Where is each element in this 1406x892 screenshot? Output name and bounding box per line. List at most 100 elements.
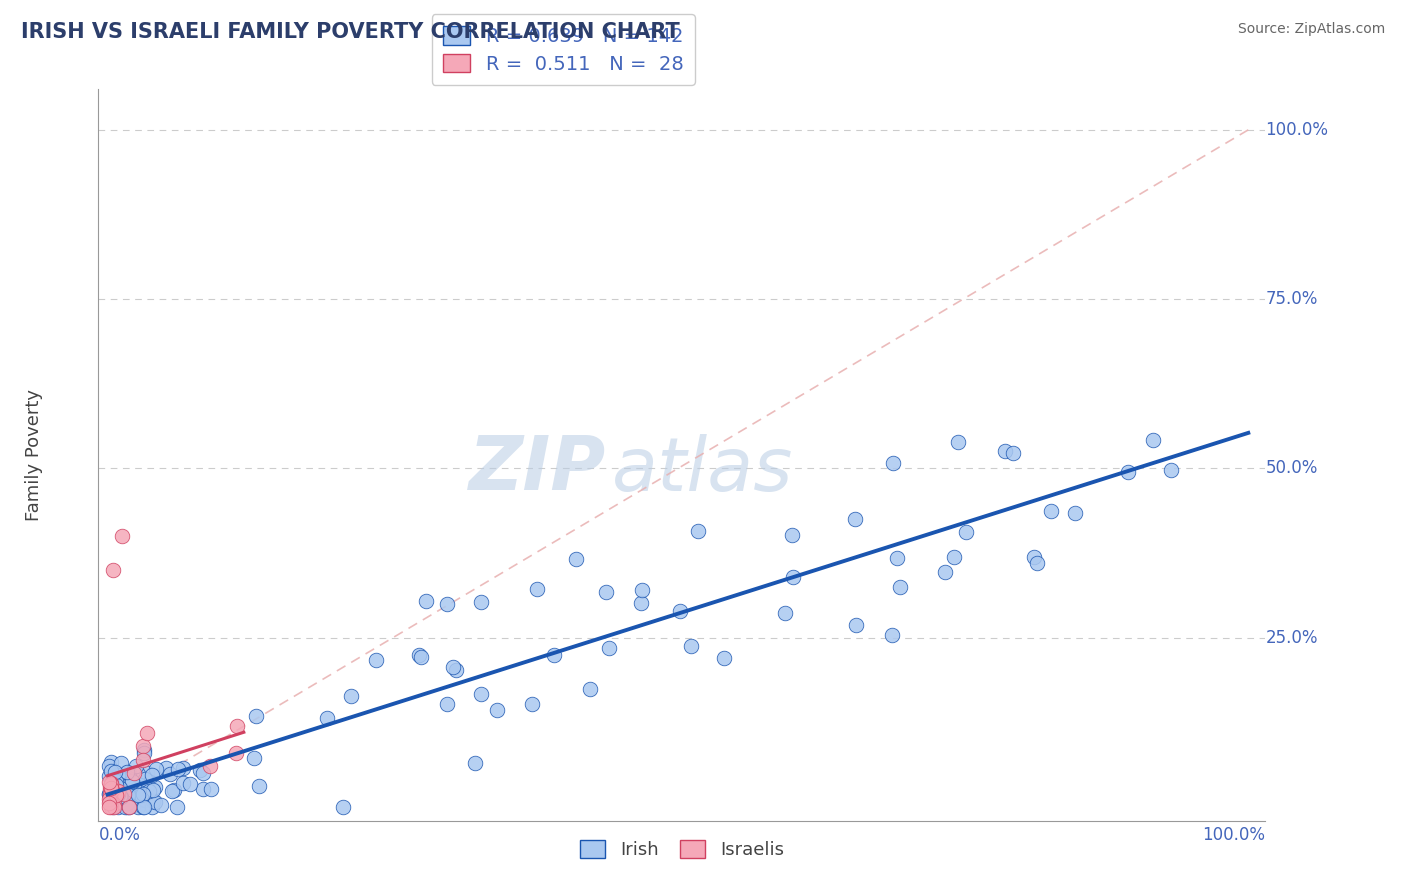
Point <box>1022 549 1045 564</box>
Point <box>889 580 911 594</box>
Point <box>124 780 146 794</box>
Point <box>118 777 141 791</box>
Point <box>132 753 155 767</box>
Point <box>134 792 156 806</box>
Point <box>97 796 120 810</box>
Point <box>668 603 690 617</box>
Point <box>104 778 127 792</box>
Point <box>104 764 127 779</box>
Point <box>150 797 173 812</box>
Point <box>127 777 149 791</box>
Point <box>160 784 183 798</box>
Point <box>100 764 122 778</box>
Text: Family Poverty: Family Poverty <box>25 389 44 521</box>
Point <box>129 788 152 802</box>
Point <box>882 456 904 470</box>
Point <box>132 787 155 801</box>
Point <box>107 787 129 801</box>
Point <box>134 772 156 787</box>
Point <box>117 788 139 802</box>
Point <box>142 794 165 808</box>
Point <box>134 743 156 757</box>
Point <box>172 761 194 775</box>
Point <box>103 794 125 808</box>
Point <box>107 768 129 782</box>
Point <box>101 783 124 797</box>
Point <box>142 783 165 797</box>
Point <box>136 779 159 793</box>
Point <box>526 582 548 597</box>
Point <box>630 582 652 597</box>
Point <box>110 790 132 805</box>
Point <box>565 551 588 566</box>
Point <box>118 766 141 780</box>
Point <box>118 800 141 814</box>
Point <box>415 594 437 608</box>
Point <box>245 709 267 723</box>
Point <box>100 781 122 796</box>
Point <box>125 783 148 797</box>
Point <box>443 660 465 674</box>
Point <box>124 766 146 780</box>
Point <box>340 689 363 703</box>
Point <box>114 772 136 786</box>
Point <box>155 761 177 775</box>
Point <box>1160 463 1182 477</box>
Text: 25.0%: 25.0% <box>1265 629 1317 647</box>
Point <box>103 776 125 790</box>
Point <box>946 434 969 449</box>
Point <box>943 549 966 564</box>
Point <box>104 781 127 796</box>
Text: IRISH VS ISRAELI FAMILY POVERTY CORRELATION CHART: IRISH VS ISRAELI FAMILY POVERTY CORRELAT… <box>21 22 681 42</box>
Point <box>773 606 796 620</box>
Point <box>114 782 136 797</box>
Point <box>107 785 129 799</box>
Point <box>107 771 129 785</box>
Point <box>1116 465 1139 479</box>
Point <box>191 781 214 796</box>
Point <box>595 585 617 599</box>
Point <box>112 781 135 796</box>
Point <box>97 787 120 801</box>
Point <box>132 739 155 753</box>
Point <box>100 795 122 809</box>
Point <box>121 774 143 789</box>
Point <box>598 641 620 656</box>
Text: 100.0%: 100.0% <box>1265 120 1329 139</box>
Point <box>436 597 458 611</box>
Point <box>108 789 131 803</box>
Point <box>97 787 120 801</box>
Point <box>782 570 804 584</box>
Point <box>132 800 155 814</box>
Text: 0.0%: 0.0% <box>98 826 141 844</box>
Point <box>115 764 138 779</box>
Text: 50.0%: 50.0% <box>1265 459 1317 477</box>
Point <box>247 779 270 793</box>
Point <box>97 800 120 814</box>
Point <box>934 565 956 579</box>
Point <box>101 796 124 810</box>
Point <box>105 788 128 802</box>
Point <box>141 800 163 814</box>
Point <box>436 697 458 711</box>
Point <box>127 800 149 814</box>
Point <box>110 756 132 771</box>
Point <box>115 790 138 805</box>
Point <box>188 763 211 777</box>
Point <box>98 795 121 809</box>
Point <box>98 788 121 802</box>
Point <box>166 800 188 814</box>
Point <box>103 768 125 782</box>
Point <box>105 789 128 803</box>
Point <box>108 781 131 796</box>
Point <box>159 766 181 780</box>
Point <box>1064 506 1087 520</box>
Point <box>780 528 803 542</box>
Point <box>103 797 125 811</box>
Point <box>111 529 134 543</box>
Point <box>191 766 214 780</box>
Point <box>121 773 143 788</box>
Point <box>198 759 221 773</box>
Point <box>114 800 136 814</box>
Point <box>520 698 543 712</box>
